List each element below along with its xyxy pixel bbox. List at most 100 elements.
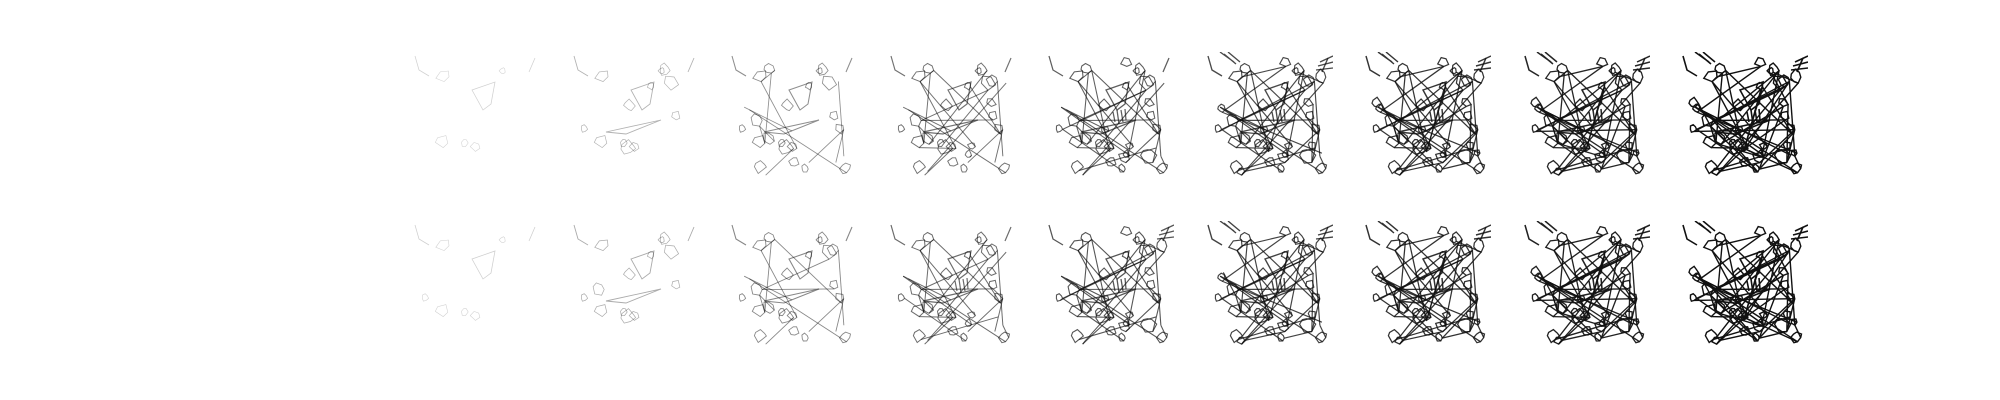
stroke-line (1442, 330, 1470, 339)
stroke-line (943, 89, 988, 144)
stroke-line (1441, 302, 1476, 339)
stroke-line (903, 297, 966, 342)
image-panel (407, 221, 540, 354)
stroke-line (835, 129, 845, 163)
stroke-shape (422, 293, 429, 302)
stroke-shape (580, 293, 588, 302)
stroke-line (1128, 255, 1159, 304)
stroke-shape (1094, 307, 1103, 317)
stroke-line (923, 317, 953, 345)
stroke-line (1712, 316, 1791, 341)
stroke-line (1408, 70, 1427, 152)
stroke-shape (1238, 301, 1251, 314)
stroke-shape (1714, 62, 1727, 74)
stroke-line (1444, 70, 1463, 158)
stroke-shape (1290, 236, 1299, 244)
stroke-shape (1595, 225, 1608, 237)
stroke-feature (1682, 224, 1698, 246)
stroke-line (1553, 81, 1590, 149)
stroke-shape (897, 124, 905, 133)
stroke-shape (946, 157, 959, 167)
stroke-shape (1121, 81, 1130, 91)
stroke-line (760, 70, 775, 82)
stroke-line (1709, 295, 1717, 313)
stroke-shape (620, 308, 636, 324)
stroke-shape (1070, 159, 1085, 175)
stroke-line (1077, 147, 1114, 149)
stroke-line (760, 239, 775, 251)
stroke-shape (1117, 151, 1131, 164)
stroke-line (1379, 297, 1442, 342)
stroke-shape (788, 326, 800, 336)
stroke-shape (939, 267, 953, 281)
stroke-shape (1216, 103, 1226, 113)
image-panel (1358, 221, 1491, 354)
stroke-line (1393, 126, 1400, 144)
line-drawing (731, 224, 853, 345)
stroke-feature (1714, 119, 1771, 135)
stroke-line (1399, 171, 1404, 176)
stroke-feature (763, 119, 820, 135)
stroke-feature (1397, 119, 1454, 135)
stroke-line (1600, 298, 1637, 333)
stroke-line (1101, 258, 1147, 313)
stroke-line (1600, 330, 1629, 339)
stroke-shape (966, 142, 976, 150)
stroke-feature (1694, 221, 1716, 234)
stroke-line (1536, 275, 1606, 326)
line-drawing (414, 224, 536, 321)
stroke-line (1382, 234, 1445, 280)
stroke-line (1551, 126, 1558, 144)
stroke-shape (663, 75, 679, 91)
stroke-line (926, 82, 1007, 172)
image-panel (1041, 221, 1174, 354)
stroke-shape (778, 139, 786, 148)
stroke-line (1794, 155, 1802, 169)
stroke-feature (573, 55, 588, 77)
stroke-line (919, 81, 956, 149)
stroke-shape (963, 250, 971, 260)
stroke-shape (1688, 96, 1700, 108)
stroke-shape (1555, 301, 1568, 315)
stroke-line (1125, 129, 1162, 163)
stroke-line (1794, 324, 1802, 338)
stroke-shape (912, 328, 926, 344)
stroke-line (1243, 82, 1324, 172)
stroke-shape (1375, 272, 1385, 282)
stroke-line (1234, 295, 1241, 313)
stroke-shape (1441, 311, 1452, 319)
stroke-line (1082, 171, 1086, 176)
stroke-line (1560, 251, 1641, 341)
stroke-shape (964, 318, 972, 327)
stroke-line (1220, 128, 1283, 173)
stroke-shape (780, 267, 794, 281)
stroke-shape (1555, 231, 1568, 243)
stroke-shape (1397, 231, 1410, 243)
image-panel (1516, 221, 1650, 354)
stroke-shape (1280, 81, 1288, 91)
stroke-shape (628, 310, 639, 321)
stroke-feature (1206, 224, 1222, 246)
stroke-shape (1397, 301, 1410, 315)
stroke-line (1235, 316, 1273, 319)
image-panel (882, 52, 1016, 185)
stroke-feature (1523, 224, 1539, 246)
stroke-line (969, 86, 1001, 135)
stroke-line (1551, 125, 1568, 142)
stroke-feature (1219, 52, 1240, 65)
stroke-line (1313, 81, 1320, 157)
stroke-shape (753, 160, 767, 175)
stroke-shape (1117, 320, 1131, 333)
stroke-shape (1216, 272, 1226, 282)
stroke-feature (471, 81, 496, 111)
stroke-line (1455, 240, 1482, 253)
stroke-shape (1146, 110, 1156, 121)
line-drawing (1206, 221, 1333, 345)
stroke-line (1557, 142, 1604, 158)
stroke-line (1759, 129, 1796, 164)
stroke-shape (646, 251, 654, 260)
stroke-line (749, 278, 847, 343)
stroke-line (1218, 249, 1315, 301)
stroke-line (1697, 111, 1798, 154)
